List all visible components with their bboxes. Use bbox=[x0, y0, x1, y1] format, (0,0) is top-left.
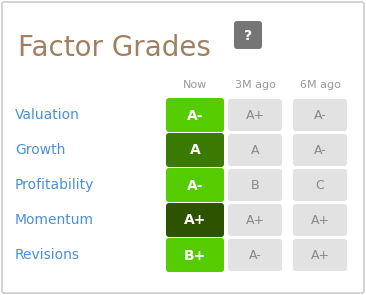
Text: A+: A+ bbox=[310, 249, 329, 262]
FancyBboxPatch shape bbox=[293, 134, 347, 166]
FancyBboxPatch shape bbox=[293, 169, 347, 201]
Text: A-: A- bbox=[249, 249, 261, 262]
Text: C: C bbox=[315, 179, 324, 192]
Text: Momentum: Momentum bbox=[15, 213, 94, 227]
Text: A+: A+ bbox=[246, 214, 265, 227]
FancyBboxPatch shape bbox=[166, 98, 224, 132]
FancyBboxPatch shape bbox=[228, 99, 282, 131]
Text: A+: A+ bbox=[310, 214, 329, 227]
Text: A-: A- bbox=[187, 178, 203, 193]
Text: A+: A+ bbox=[184, 214, 206, 227]
Text: 3M ago: 3M ago bbox=[235, 80, 276, 90]
Text: Factor Grades: Factor Grades bbox=[18, 34, 211, 62]
Text: Revisions: Revisions bbox=[15, 248, 80, 262]
Text: A-: A- bbox=[314, 144, 326, 157]
FancyBboxPatch shape bbox=[166, 168, 224, 202]
Text: Profitability: Profitability bbox=[15, 178, 94, 192]
Text: A: A bbox=[251, 144, 259, 157]
FancyBboxPatch shape bbox=[228, 169, 282, 201]
FancyBboxPatch shape bbox=[2, 2, 364, 293]
Text: A-: A- bbox=[314, 109, 326, 122]
Text: B+: B+ bbox=[184, 248, 206, 263]
FancyBboxPatch shape bbox=[293, 239, 347, 271]
Text: 6M ago: 6M ago bbox=[299, 80, 340, 90]
FancyBboxPatch shape bbox=[293, 204, 347, 236]
Text: A+: A+ bbox=[246, 109, 265, 122]
FancyBboxPatch shape bbox=[166, 133, 224, 167]
Text: Valuation: Valuation bbox=[15, 108, 80, 122]
FancyBboxPatch shape bbox=[228, 134, 282, 166]
Text: Growth: Growth bbox=[15, 143, 66, 157]
FancyBboxPatch shape bbox=[166, 238, 224, 272]
FancyBboxPatch shape bbox=[228, 204, 282, 236]
FancyBboxPatch shape bbox=[293, 99, 347, 131]
Text: A: A bbox=[190, 143, 200, 158]
FancyBboxPatch shape bbox=[228, 239, 282, 271]
Text: A-: A- bbox=[187, 109, 203, 122]
FancyBboxPatch shape bbox=[166, 203, 224, 237]
Text: B: B bbox=[251, 179, 259, 192]
Text: ?: ? bbox=[244, 29, 252, 43]
FancyBboxPatch shape bbox=[234, 21, 262, 49]
Text: Now: Now bbox=[183, 80, 207, 90]
